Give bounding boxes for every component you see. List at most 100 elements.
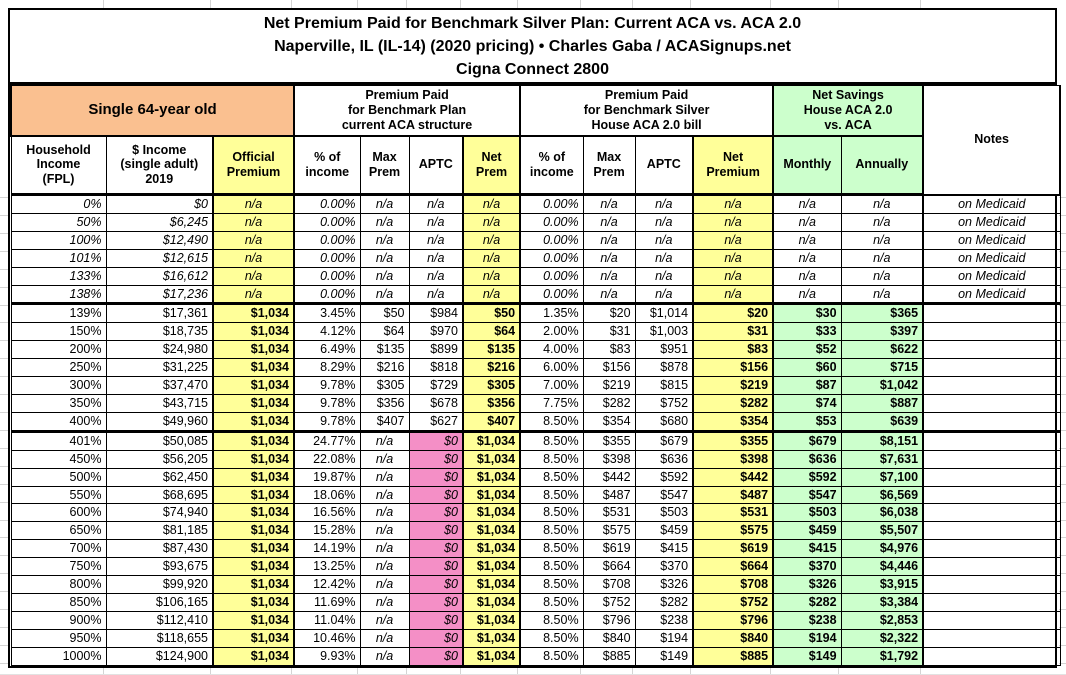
cell-official-premium[interactable]: $1,034 [211,539,296,559]
cell-savings-monthly[interactable]: $238 [772,610,842,630]
cell-savings-monthly[interactable]: $52 [772,340,842,360]
cell-income[interactable]: $124,900 [105,646,214,666]
cell-official-premium[interactable]: $1,034 [211,575,296,594]
cell-max-prem-aca[interactable]: n/a [359,449,410,469]
cell-income[interactable]: $112,410 [105,610,214,630]
cell-savings-annually[interactable]: $5,507 [840,521,925,541]
cell-max-prem-aca2[interactable]: n/a [582,212,636,232]
cell-pct-income-aca[interactable]: 19.87% [293,467,361,487]
cell-net-premium-aca2[interactable]: n/a [692,194,775,214]
cell-net-prem-aca[interactable]: $1,034 [462,539,522,559]
cell-aptc-aca[interactable]: $627 [408,411,464,432]
cell-notes[interactable] [922,429,1061,451]
cell-fpl[interactable]: 138% [10,284,107,305]
column-header-official-premium[interactable]: Official Premium [211,135,296,196]
cell-savings-annually[interactable]: $7,100 [840,467,925,487]
cell-max-prem-aca[interactable]: $305 [359,376,410,395]
cell-pct-income-aca2[interactable]: 4.00% [519,340,584,360]
cell-notes[interactable]: on Medicaid [922,284,1061,305]
cell-max-prem-aca2[interactable]: n/a [582,194,636,214]
cell-savings-monthly[interactable]: $503 [772,503,842,523]
cell-income[interactable]: $18,735 [105,322,214,342]
cell-max-prem-aca2[interactable]: $354 [582,411,636,432]
cell-official-premium[interactable]: n/a [211,284,296,305]
cell-savings-monthly[interactable]: $282 [772,592,842,612]
cell-notes[interactable]: on Medicaid [922,212,1061,232]
cell-income[interactable]: $74,940 [105,503,214,523]
cell-pct-income-aca[interactable]: 4.12% [293,322,361,342]
cell-pct-income-aca2[interactable]: 8.50% [519,628,584,648]
column-header-savings-annually[interactable]: Annually [840,135,925,196]
cell-net-prem-aca[interactable]: $216 [462,358,522,378]
column-header-aptc-aca[interactable]: APTC [408,135,464,196]
cell-max-prem-aca2[interactable]: $20 [582,302,636,324]
cell-savings-annually[interactable]: $3,384 [840,592,925,612]
cell-net-premium-aca2[interactable]: $575 [692,521,775,541]
cell-official-premium[interactable]: $1,034 [211,467,296,487]
cell-net-prem-aca[interactable]: $1,034 [462,610,522,630]
cell-aptc-aca2[interactable]: $326 [634,575,694,594]
cell-income[interactable]: $56,205 [105,449,214,469]
cell-aptc-aca[interactable]: $0 [408,557,464,577]
group-header[interactable]: Net Savings House ACA 2.0 vs. ACA [772,85,925,137]
cell-pct-income-aca[interactable]: 8.29% [293,358,361,378]
cell-net-prem-aca[interactable]: $356 [462,393,522,413]
cell-income[interactable]: $17,236 [105,284,214,305]
cell-aptc-aca2[interactable]: $1,014 [634,302,694,324]
cell-official-premium[interactable]: $1,034 [211,557,296,577]
cell-pct-income-aca[interactable]: 9.78% [293,393,361,413]
column-header-pct-income-aca2[interactable]: % of income [519,135,584,196]
cell-max-prem-aca2[interactable]: $398 [582,449,636,469]
cell-official-premium[interactable]: $1,034 [211,592,296,612]
cell-net-prem-aca[interactable]: n/a [462,284,522,305]
cell-notes[interactable] [922,411,1061,432]
cell-savings-monthly[interactable]: n/a [772,194,842,214]
cell-net-prem-aca[interactable]: $1,034 [462,521,522,541]
cell-net-premium-aca2[interactable]: n/a [692,212,775,232]
cell-pct-income-aca[interactable]: 0.00% [293,248,361,268]
cell-pct-income-aca2[interactable]: 7.00% [519,376,584,395]
cell-income[interactable]: $37,470 [105,376,214,395]
cell-savings-monthly[interactable]: $679 [772,429,842,451]
cell-savings-annually[interactable]: $6,569 [840,485,925,505]
cell-net-premium-aca2[interactable]: n/a [692,284,775,305]
cell-net-premium-aca2[interactable]: n/a [692,230,775,250]
cell-max-prem-aca[interactable]: $407 [359,411,410,432]
cell-pct-income-aca2[interactable]: 8.50% [519,503,584,523]
cell-net-prem-aca[interactable]: $1,034 [462,557,522,577]
cell-savings-monthly[interactable]: n/a [772,284,842,305]
cell-max-prem-aca2[interactable]: $752 [582,592,636,612]
cell-aptc-aca2[interactable]: $592 [634,467,694,487]
cell-official-premium[interactable]: $1,034 [211,628,296,648]
cell-notes[interactable] [922,539,1061,559]
cell-max-prem-aca[interactable]: n/a [359,248,410,268]
cell-notes[interactable] [922,592,1061,612]
group-header[interactable]: Premium Paid for Benchmark Silver House … [519,85,775,137]
cell-income[interactable]: $31,225 [105,358,214,378]
cell-pct-income-aca2[interactable]: 8.50% [519,592,584,612]
cell-max-prem-aca2[interactable]: n/a [582,248,636,268]
group-header[interactable]: Premium Paid for Benchmark Plan current … [293,85,522,137]
cell-pct-income-aca[interactable]: 0.00% [293,230,361,250]
cell-fpl[interactable]: 250% [10,358,107,378]
cell-savings-monthly[interactable]: $547 [772,485,842,505]
cell-net-prem-aca[interactable]: $1,034 [462,646,522,666]
cell-aptc-aca[interactable]: $0 [408,521,464,541]
cell-aptc-aca2[interactable]: $752 [634,393,694,413]
cell-max-prem-aca[interactable]: n/a [359,503,410,523]
cell-max-prem-aca[interactable]: n/a [359,575,410,594]
cell-fpl[interactable]: 200% [10,340,107,360]
cell-max-prem-aca[interactable]: n/a [359,557,410,577]
cell-aptc-aca[interactable]: $0 [408,628,464,648]
cell-max-prem-aca[interactable]: n/a [359,485,410,505]
cell-pct-income-aca2[interactable]: 8.50% [519,557,584,577]
cell-pct-income-aca2[interactable]: 1.35% [519,302,584,324]
cell-fpl[interactable]: 50% [10,212,107,232]
cell-fpl[interactable]: 900% [10,610,107,630]
cell-savings-annually[interactable]: $2,322 [840,628,925,648]
cell-pct-income-aca[interactable]: 12.42% [293,575,361,594]
cell-pct-income-aca2[interactable]: 8.50% [519,411,584,432]
cell-income[interactable]: $87,430 [105,539,214,559]
cell-official-premium[interactable]: n/a [211,212,296,232]
cell-notes[interactable] [922,628,1061,648]
